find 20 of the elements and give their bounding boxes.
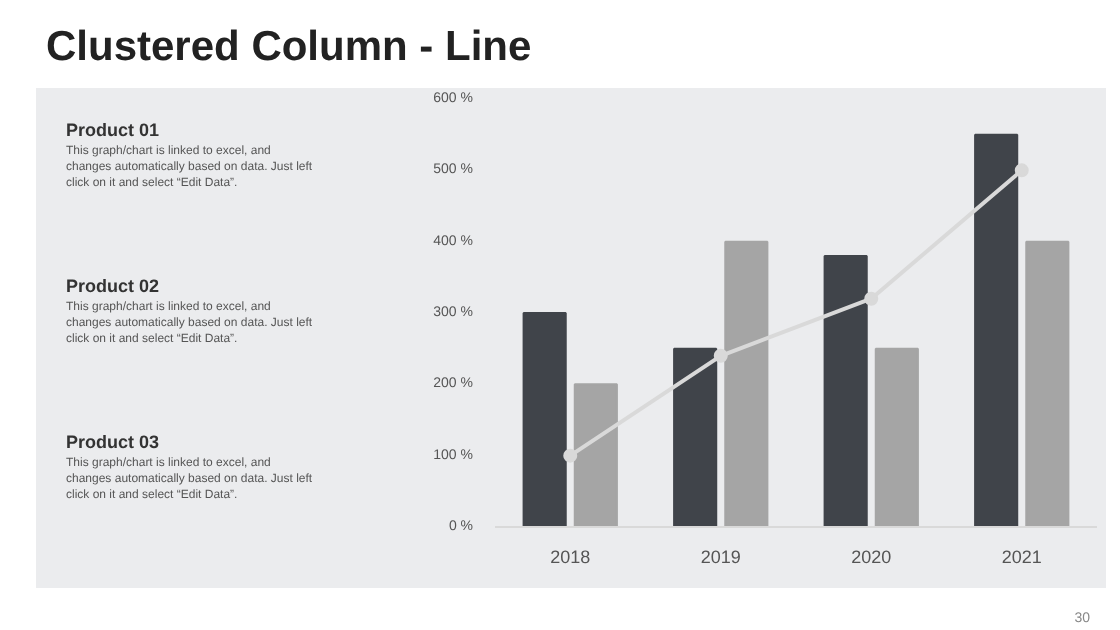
bar <box>874 347 919 527</box>
bar <box>974 133 1019 527</box>
point <box>713 348 728 363</box>
x-tick-label: 2021 <box>1001 547 1042 567</box>
x-tick-label: 2019 <box>700 547 741 567</box>
bar <box>673 347 718 527</box>
text: Product 03 <box>66 430 162 456</box>
bar <box>1025 240 1070 527</box>
text: Product 01 <box>66 118 162 144</box>
bar <box>724 240 769 527</box>
bar <box>573 383 618 527</box>
chart-title: Clustered Column - Line <box>46 22 532 74</box>
point <box>1014 163 1029 178</box>
bar <box>823 254 868 527</box>
x-tick-label: 2020 <box>851 547 892 567</box>
point <box>864 291 879 306</box>
x-tick-label: 2018 <box>550 547 591 567</box>
bar <box>522 312 567 527</box>
text: Product 02 <box>66 274 162 300</box>
point <box>563 448 578 463</box>
